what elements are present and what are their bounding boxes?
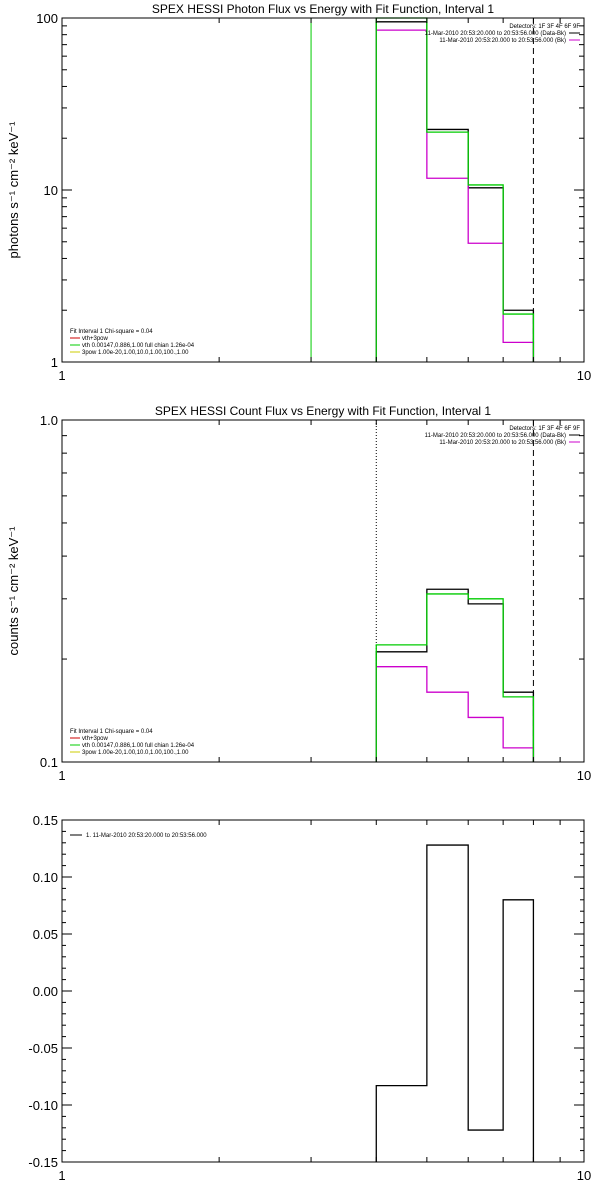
legend-bottom-left-entry: vth+3pow bbox=[82, 336, 109, 342]
legend-bottom-left-entry: Fit Interval 1 Chi-square = 0.04 bbox=[70, 729, 153, 735]
y-tick-label: 0.05 bbox=[33, 927, 58, 942]
legend-bottom-left-entry: vth 0.00147,0.886,1.00 full chian 1.26e-… bbox=[82, 343, 195, 349]
chart-panel-2: SPEX HESSI Count Flux vs Energy with Fit… bbox=[6, 404, 591, 783]
plot-frame bbox=[61, 819, 585, 1163]
x-tick-label: 10 bbox=[577, 368, 591, 383]
plot-frame bbox=[61, 419, 585, 763]
legend-top-right-entry: 11-Mar-2010 20:53:20.000 to 20:53:56.000… bbox=[425, 433, 566, 439]
legend-top-right-entry: 11-Mar-2010 20:53:20.000 to 20:53:56.000… bbox=[425, 31, 566, 37]
x-tick-label: 1 bbox=[58, 1168, 65, 1183]
legend-top-left-entry: 1. 11-Mar-2010 20:53:20.000 to 20:53:56.… bbox=[86, 833, 207, 839]
legend-top-right-entry: Detectors: 1F 3F 4F 6F 9F bbox=[509, 24, 580, 30]
legend-top-right-entry: 11-Mar-2010 20:53:20.000 to 20:53:56.000… bbox=[439, 38, 566, 44]
y-tick-label: 10 bbox=[44, 183, 58, 198]
chart-title: SPEX HESSI Photon Flux vs Energy with Fi… bbox=[152, 2, 494, 16]
series-1-histogram bbox=[375, 588, 535, 762]
legend-top-right-entry: 11-Mar-2010 20:53:20.000 to 20:53:56.000… bbox=[439, 440, 566, 446]
y-tick-label: 100 bbox=[36, 11, 58, 26]
series-3-histogram bbox=[375, 593, 535, 762]
chart-panel-3: 1 10 0.15 0.10 0.05 0.00 -0.05 -0.10 -0.15 1. 11-… bbox=[28, 813, 591, 1183]
series-2-histogram bbox=[375, 29, 535, 362]
y-tick-label: 0.00 bbox=[33, 984, 58, 999]
series-1-histogram bbox=[375, 844, 535, 1162]
y-tick-label: -0.05 bbox=[28, 1041, 58, 1056]
y-tick-label: 1.0 bbox=[40, 413, 58, 428]
legend-bottom-left-entry: vth 0.00147,0.886,1.00 full chian 1.26e-… bbox=[82, 743, 195, 749]
legend-bottom-left-entry: vth+3pow bbox=[82, 736, 109, 742]
y-axis-label: counts s⁻¹ cm⁻² keV⁻¹ bbox=[6, 526, 21, 656]
chart-title: SPEX HESSI Count Flux vs Energy with Fit… bbox=[155, 404, 491, 418]
y-tick-label: 0.1 bbox=[40, 755, 58, 770]
legend-bottom-left-entry: Fit Interval 1 Chi-square = 0.04 bbox=[70, 329, 153, 335]
x-tick-label: 1 bbox=[58, 368, 65, 383]
series-2-histogram bbox=[375, 666, 535, 762]
x-tick-label: 10 bbox=[577, 768, 591, 783]
x-tick-label: 10 bbox=[577, 1168, 591, 1183]
y-tick-label: -0.10 bbox=[28, 1098, 58, 1113]
x-tick-label: 1 bbox=[58, 768, 65, 783]
y-tick-label: 1 bbox=[51, 355, 58, 370]
legend-bottom-left-entry: 3pow 1.00e-20,1.00,10.0,1.00,100.,1.00 bbox=[82, 750, 189, 756]
legend-top-right-entry: Detectors: 1F 3F 4F 6F 9F bbox=[509, 426, 580, 432]
series-1-histogram bbox=[375, 21, 535, 362]
y-tick-label: 0.10 bbox=[33, 870, 58, 885]
legend-bottom-left-entry: 3pow 1.00e-20,1.00,10.0,1.00,100.,1.00 bbox=[82, 350, 189, 356]
y-axis-label: photons s⁻¹ cm⁻² keV⁻¹ bbox=[6, 121, 21, 259]
y-tick-label: 0.15 bbox=[33, 813, 58, 828]
y-tick-label: -0.15 bbox=[28, 1155, 58, 1170]
chart-panel-1: SPEX HESSI Photon Flux vs Energy with Fi… bbox=[6, 2, 591, 383]
